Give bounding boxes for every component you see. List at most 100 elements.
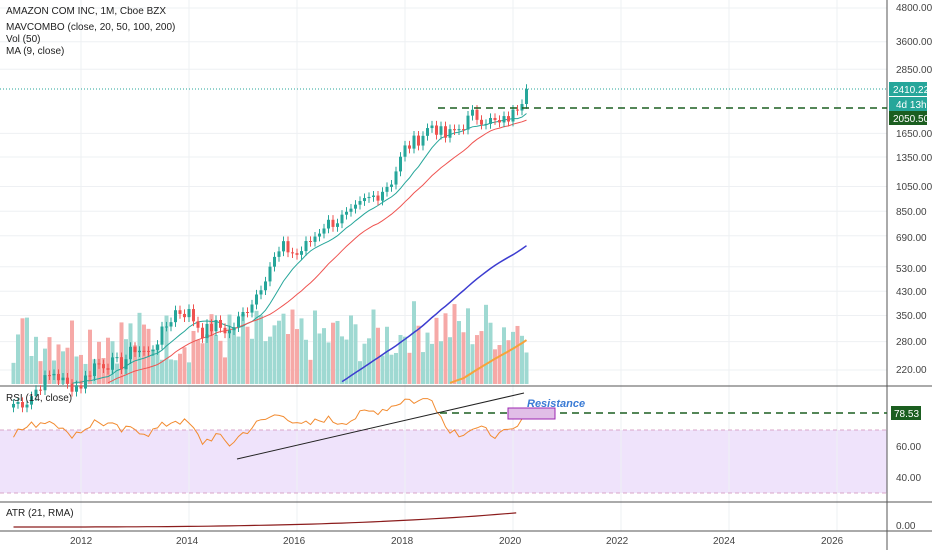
candle-body: [525, 88, 528, 105]
candle-body: [417, 135, 420, 146]
candle-body: [300, 251, 303, 255]
candle-body: [169, 322, 173, 327]
candle-body: [322, 228, 326, 234]
atr-legend[interactable]: ATR (21, RMA): [6, 508, 74, 519]
volume-bar: [457, 321, 461, 384]
last-price-tag: [889, 82, 927, 96]
candle-body: [192, 309, 195, 322]
volume-bar: [11, 362, 16, 384]
candle-body: [480, 119, 483, 125]
volume-bar: [281, 313, 286, 384]
volume-bar: [115, 363, 119, 384]
candle-body: [93, 363, 96, 377]
candle-body: [241, 312, 245, 317]
volume-bar: [70, 320, 74, 384]
candle-body: [286, 241, 290, 253]
volume-bar: [290, 309, 295, 384]
price-tick: 2850.00: [896, 65, 932, 76]
candle-body: [372, 195, 375, 197]
volume-bar: [434, 317, 439, 384]
volume-bar: [376, 327, 380, 384]
candle-body: [246, 312, 249, 314]
price-axis[interactable]: 4800.00 3600.00 2850.00 1650.00 1350.00 …: [896, 3, 932, 376]
volume-bar: [79, 354, 83, 384]
candle-body: [336, 223, 339, 227]
candle-body: [174, 310, 177, 323]
candle-body: [52, 373, 56, 376]
ma100-line: [449, 339, 528, 384]
countdown-tag: [889, 97, 927, 111]
resistance-box[interactable]: [507, 407, 556, 420]
candle-body: [475, 109, 479, 120]
volume-bar: [187, 362, 191, 384]
candle-body: [133, 346, 137, 353]
volume-bar: [160, 359, 164, 384]
time-tick: 2012: [70, 536, 93, 547]
volume-bar: [524, 352, 529, 384]
rsi-level-value: 78.53: [894, 409, 919, 420]
candle-body: [381, 191, 384, 201]
mavcombo-legend[interactable]: MAVCOMBO (close, 20, 50, 100, 200): [6, 22, 175, 33]
candle-body: [16, 401, 20, 404]
candle-body: [394, 171, 398, 185]
resistance-label: Resistance: [527, 398, 585, 410]
volume-bar: [61, 351, 65, 384]
volume-bar: [515, 325, 520, 384]
volume-bar: [488, 322, 493, 384]
time-tick: 2018: [391, 536, 414, 547]
candle-body: [435, 125, 438, 135]
time-tick: 2022: [606, 536, 629, 547]
candle-body: [21, 401, 24, 408]
candle-body: [340, 214, 344, 224]
candle-body: [408, 145, 411, 149]
volume-bar: [322, 328, 326, 384]
symbol-title: AMAZON COM INC, 1M, Cboe BZX: [6, 6, 166, 17]
candle-body: [516, 109, 519, 111]
volume-bar: [398, 334, 403, 384]
candle-body: [426, 128, 429, 136]
candle-body: [511, 109, 515, 122]
volume-bar: [259, 315, 263, 384]
volume-bar: [227, 314, 232, 384]
candle-body: [219, 319, 222, 328]
candle-body: [277, 251, 281, 257]
ma-legend[interactable]: MA (9, close): [6, 46, 64, 57]
countdown-value: 4d 13h: [896, 100, 927, 111]
volume-bar: [25, 317, 29, 384]
rsi-legend[interactable]: RSI (14, close): [6, 393, 72, 404]
candle-body: [57, 373, 60, 381]
candle-body: [259, 290, 263, 295]
candle-body: [295, 253, 299, 255]
volume-bar: [385, 326, 389, 384]
candle-body: [66, 377, 69, 384]
volume-bar: [349, 315, 353, 384]
time-tick: 2026: [821, 536, 844, 547]
volume-bar: [205, 334, 209, 384]
volume-bar: [191, 330, 196, 384]
rsi-tick: 60.00: [896, 442, 921, 453]
price-tick: 1050.00: [896, 182, 932, 193]
volume-bar: [223, 357, 227, 384]
volume-bar: [65, 347, 70, 384]
candle-body: [255, 294, 258, 305]
candle-body: [39, 389, 42, 391]
candle-body: [439, 126, 443, 135]
volume-bar: [263, 341, 268, 384]
rsi-trendline[interactable]: [236, 392, 525, 460]
rsi-level-tag: [891, 406, 921, 420]
candle-body: [466, 115, 470, 130]
candle-body: [160, 326, 164, 345]
volume-bar: [421, 352, 425, 384]
volume-bar: [182, 347, 187, 384]
rsi-band: [0, 430, 887, 493]
volume-bar: [88, 329, 92, 384]
volume-bar: [389, 354, 394, 384]
candle-body: [43, 375, 47, 391]
candle-body: [25, 404, 29, 408]
volume-bar: [268, 336, 272, 384]
volume-legend[interactable]: Vol (50): [6, 34, 40, 45]
ma50-line: [341, 245, 527, 383]
time-axis[interactable]: 2012 2014 2016 2018 2020 2022 2024 2026: [70, 536, 844, 547]
volume-bar: [304, 339, 308, 384]
